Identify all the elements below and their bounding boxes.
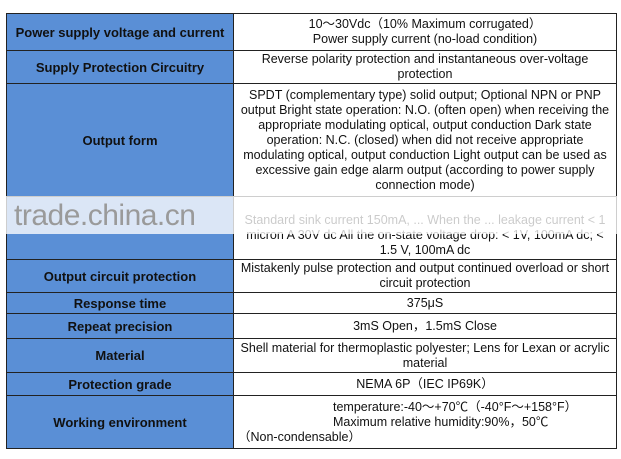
row-key: Protection grade <box>6 372 234 396</box>
row-value: Shell material for thermoplastic polyest… <box>233 338 617 373</box>
row-value: 375μS <box>233 292 617 314</box>
row-key: Material <box>6 338 234 373</box>
table-row: Material Shell material for thermoplastic… <box>6 338 617 373</box>
table-row: Power supply voltage and current 10～30Vdc… <box>6 13 617 51</box>
value-line: 10～30Vdc（10% Maximum corrugated） <box>308 17 542 31</box>
row-key: Working environment <box>6 395 234 449</box>
row-value: NEMA 6P（IEC IP69K） <box>233 372 617 396</box>
value-line: Maximum relative humidity:90%，50℃ <box>333 414 549 429</box>
value-line: temperature:-40～+70℃（-40°F～+158°F） <box>333 399 578 414</box>
value-line: （Non-condensable） <box>238 429 361 444</box>
row-value: Mistakenly pulse protection and output c… <box>233 259 617 293</box>
table-row: Response time 375μS <box>6 292 617 314</box>
watermark-band <box>0 196 621 234</box>
table-row: Output circuit protection Mistakenly puls… <box>6 259 617 293</box>
row-value: SPDT (complementary type) solid output; … <box>233 83 617 197</box>
value-line: Power supply current (no-load condition) <box>312 32 538 46</box>
table-row: Repeat precision 3mS Open，1.5mS Close <box>6 313 617 339</box>
row-key: Output circuit protection <box>6 259 234 293</box>
row-value: Reverse polarity protection and instanta… <box>233 50 617 84</box>
table-row: Supply Protection Circuitry Reverse polar… <box>6 50 617 84</box>
row-value: 10～30Vdc（10% Maximum corrugated） Power su… <box>233 13 617 51</box>
row-key: Output form <box>6 83 234 197</box>
row-value: temperature:-40～+70℃（-40°F～+158°F） Maximu… <box>233 395 617 449</box>
table-row: Output form SPDT (complementary type) sol… <box>6 83 617 197</box>
row-key: Response time <box>6 292 234 314</box>
table-row: Protection grade NEMA 6P（IEC IP69K） <box>6 372 617 396</box>
row-key: Repeat precision <box>6 313 234 339</box>
row-key: Supply Protection Circuitry <box>6 50 234 84</box>
row-key: Power supply voltage and current <box>6 13 234 51</box>
table-row: Working environment temperature:-40～+70℃（… <box>6 395 617 449</box>
spec-table: Power supply voltage and current 10～30Vdc… <box>6 13 617 449</box>
row-value: 3mS Open，1.5mS Close <box>233 313 617 339</box>
watermark-text: trade.china.cn <box>14 199 196 232</box>
